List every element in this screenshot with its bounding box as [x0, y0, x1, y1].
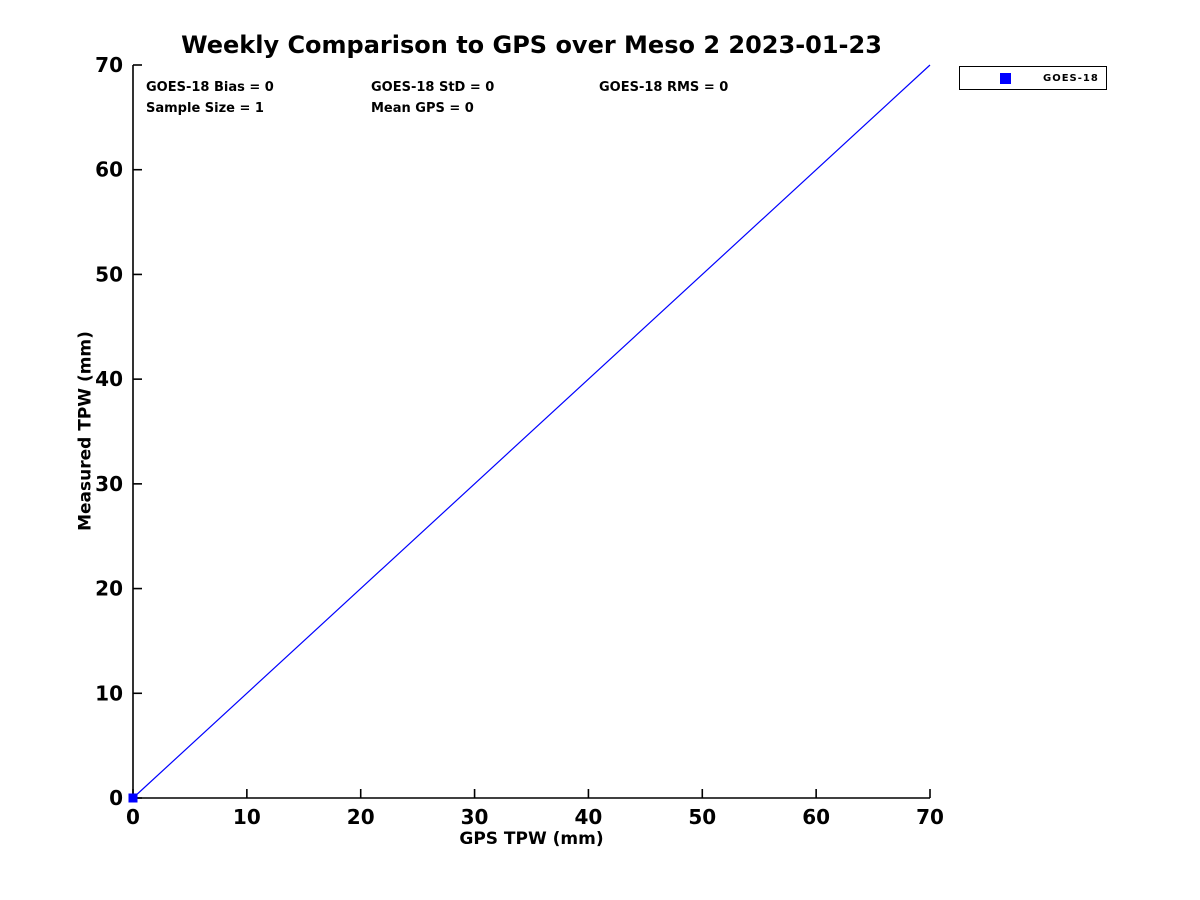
chart-title: Weekly Comparison to GPS over Meso 2 202…	[181, 31, 882, 59]
stat-mean-gps: Mean GPS = 0	[371, 101, 474, 116]
x-tick-label: 50	[688, 805, 716, 829]
legend: GOES-18	[959, 66, 1107, 90]
x-axis-label: GPS TPW (mm)	[459, 829, 604, 849]
x-tick-label: 20	[347, 805, 375, 829]
x-tick-label: 70	[916, 805, 944, 829]
y-tick-label: 50	[95, 262, 123, 286]
y-tick-label: 0	[109, 786, 123, 810]
x-tick-label: 40	[575, 805, 603, 829]
stat-std: GOES-18 StD = 0	[371, 80, 495, 95]
y-tick-label: 30	[95, 472, 123, 496]
legend-marker-square-icon	[1000, 72, 1011, 84]
x-tick-label: 60	[802, 805, 830, 829]
y-tick-label: 20	[95, 577, 123, 601]
y-tick-label: 40	[95, 367, 123, 391]
y-tick-label: 60	[95, 158, 123, 182]
legend-label: GOES-18	[1043, 72, 1099, 84]
x-tick-label: 0	[126, 805, 140, 829]
x-tick-label: 30	[461, 805, 489, 829]
stat-bias: GOES-18 Bias = 0	[146, 80, 274, 95]
y-tick-label: 70	[95, 53, 123, 77]
stat-sample-size: Sample Size = 1	[146, 101, 264, 116]
x-tick-label: 10	[233, 805, 261, 829]
stat-rms: GOES-18 RMS = 0	[599, 80, 729, 95]
y-axis-label: Measured TPW (mm)	[75, 331, 96, 531]
data-line	[132, 64, 931, 799]
data-point-marker	[128, 793, 138, 803]
y-tick-label: 10	[95, 681, 123, 705]
